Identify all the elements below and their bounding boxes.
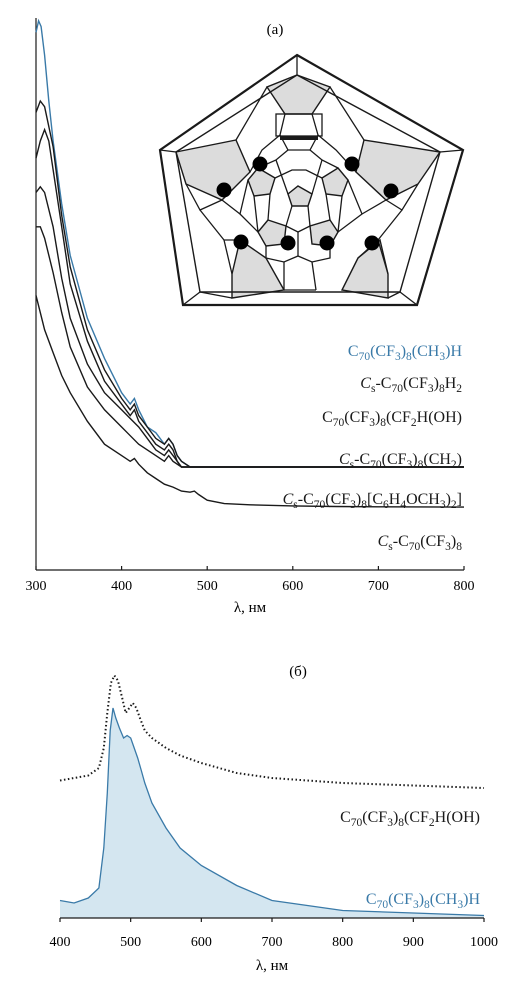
x-tick-label: 500 — [197, 579, 218, 594]
x-tick-label: 600 — [282, 579, 303, 594]
addend-dot — [383, 183, 399, 199]
addend-dot — [252, 156, 268, 172]
x-tick-label: 700 — [368, 579, 389, 594]
addend-dot — [319, 235, 335, 251]
panel-b-xlabel: λ, нм — [256, 958, 289, 974]
panel-a-x-ticks: 300 400 500 600 700 800 — [26, 566, 475, 594]
spectrum-line-6 — [35, 295, 465, 508]
compound-label: C70(CF3)8(CF2H(OH) — [322, 409, 462, 429]
schlegel-grey-faces — [175, 74, 442, 299]
schlegel-diagram — [158, 53, 465, 307]
compound-label: C70(CF3)8(CH3)H — [366, 891, 481, 911]
x-tick-label: 500 — [120, 935, 141, 950]
compound-label: Cs-C70(CF3)8H2 — [360, 375, 462, 395]
addend-dot — [280, 235, 296, 251]
x-tick-label: 800 — [454, 579, 475, 594]
x-tick-label: 400 — [111, 579, 132, 594]
x-tick-label: 700 — [262, 935, 283, 950]
panel-b-label: (б) — [289, 664, 307, 680]
addend-markers — [216, 156, 399, 251]
x-tick-label: 300 — [26, 579, 47, 594]
addend-dot — [233, 234, 249, 250]
panel-b-spectra — [59, 673, 485, 918]
panel-a-spectra — [35, 18, 465, 508]
compound-label: Cs-C70(CF3)8[C6H4OCH3)2] — [283, 491, 462, 511]
addend-dot — [216, 182, 232, 198]
panel-b-compound-labels: C70(CF3)8(CF2H(OH) C70(CF3)8(CH3)H — [340, 809, 480, 911]
x-tick-label: 400 — [50, 935, 71, 950]
x-tick-label: 900 — [403, 935, 424, 950]
schlegel-inner-ring — [175, 74, 441, 293]
addend-dot — [344, 156, 360, 172]
panel-a: (а) 300 400 500 600 700 800 λ, нм C70(CF3)8(C… — [26, 18, 475, 616]
emission-fill — [60, 708, 484, 918]
x-tick-label: 600 — [191, 935, 212, 950]
panel-a-label: (а) — [267, 22, 284, 38]
panel-b-x-ticks: 400 500 600 700 800 900 1000 — [50, 918, 498, 950]
panel-a-compound-labels: C70(CF3)8(CH3)H Cs-C70(CF3)8H2 C70(CF3)8(C… — [283, 343, 463, 553]
compound-label: Cs-C70(CF3)8 — [378, 533, 463, 553]
x-tick-label: 800 — [332, 935, 353, 950]
emission-line-ch3h — [59, 707, 485, 917]
spectrum-line-5 — [36, 226, 464, 468]
addend-dot — [364, 235, 380, 251]
compound-label: C70(CF3)8(CF2H(OH) — [340, 809, 480, 829]
compound-label: Cs-C70(CF3)8(CH2) — [339, 451, 462, 471]
panel-a-xlabel: λ, нм — [234, 600, 267, 616]
x-tick-label: 1000 — [470, 935, 498, 950]
panel-b: (б) 400 500 600 700 800 900 1000 λ, нм C70(CF3… — [50, 664, 499, 974]
compound-label: C70(CF3)8(CH3)H — [348, 343, 463, 363]
